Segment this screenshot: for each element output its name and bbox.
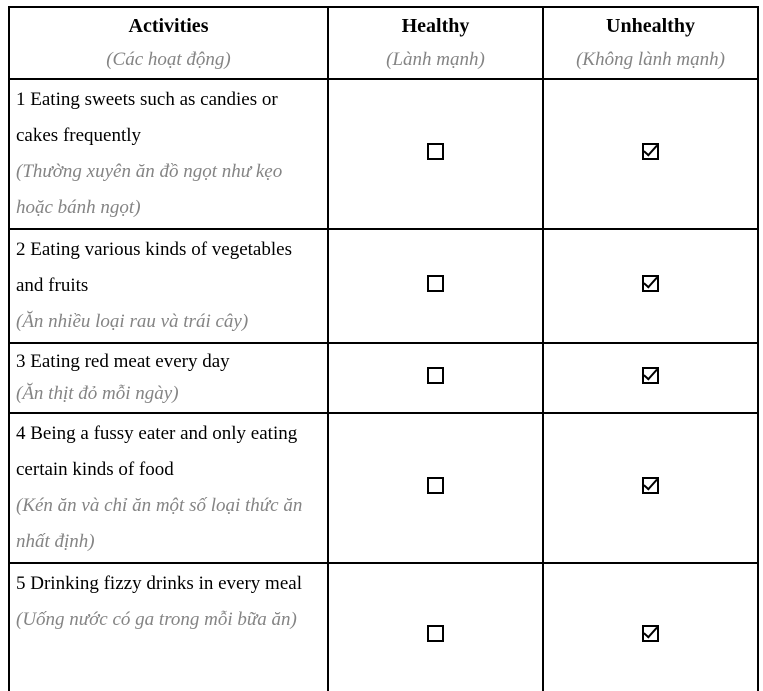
healthy-checkbox-row-4[interactable] bbox=[427, 477, 444, 494]
unhealthy-cell-2 bbox=[542, 228, 759, 344]
healthy-cell-2 bbox=[327, 228, 544, 344]
healthy-checkbox-row-5[interactable] bbox=[427, 625, 444, 642]
healthy-cell-5 bbox=[327, 562, 544, 691]
healthy-checkbox-row-1[interactable] bbox=[427, 143, 444, 160]
header-unhealthy: Unhealthy (Không lành mạnh) bbox=[542, 6, 759, 80]
table-row-1: 1 Eating sweets such as candies or cakes… bbox=[8, 78, 759, 230]
header-healthy-en: Healthy bbox=[401, 15, 470, 37]
unhealthy-checkbox-row-5[interactable] bbox=[642, 625, 659, 642]
activity-cell-2: 2 Eating various kinds of vegetables and… bbox=[8, 228, 329, 344]
activity-5-vi: (Uống nước có ga trong mỗi bữa ăn) bbox=[16, 609, 297, 630]
header-healthy: Healthy (Lành mạnh) bbox=[327, 6, 544, 80]
activity-cell-3: 3 Eating red meat every day (Ăn thịt đỏ … bbox=[8, 342, 329, 414]
activities-table: Activities (Các hoạt động) Healthy (Lành… bbox=[8, 6, 759, 691]
activity-cell-5: 5 Drinking fizzy drinks in every meal (U… bbox=[8, 562, 329, 691]
unhealthy-cell-1 bbox=[542, 78, 759, 230]
header-unhealthy-vi: (Không lành mạnh) bbox=[576, 49, 725, 70]
header-activities-en: Activities bbox=[128, 15, 209, 37]
activity-2-en: 2 Eating various kinds of vegetables and… bbox=[16, 239, 292, 296]
header-healthy-vi: (Lành mạnh) bbox=[386, 49, 485, 70]
activity-4-en: 4 Being a fussy eater and only eating ce… bbox=[16, 423, 298, 480]
healthy-cell-1 bbox=[327, 78, 544, 230]
unhealthy-cell-5 bbox=[542, 562, 759, 691]
activity-cell-4: 4 Being a fussy eater and only eating ce… bbox=[8, 412, 329, 564]
unhealthy-checkbox-row-2[interactable] bbox=[642, 275, 659, 292]
healthy-checkbox-row-3[interactable] bbox=[427, 367, 444, 384]
unhealthy-cell-4 bbox=[542, 412, 759, 564]
header-unhealthy-en: Unhealthy bbox=[606, 15, 695, 37]
activity-cell-1: 1 Eating sweets such as candies or cakes… bbox=[8, 78, 329, 230]
unhealthy-checkbox-row-4[interactable] bbox=[642, 477, 659, 494]
activity-2-vi: (Ăn nhiều loại rau và trái cây) bbox=[16, 311, 249, 332]
header-activities: Activities (Các hoạt động) bbox=[8, 6, 329, 80]
header-activities-vi: (Các hoạt động) bbox=[106, 49, 231, 70]
healthy-checkbox-row-2[interactable] bbox=[427, 275, 444, 292]
healthy-cell-4 bbox=[327, 412, 544, 564]
unhealthy-checkbox-row-3[interactable] bbox=[642, 367, 659, 384]
healthy-cell-3 bbox=[327, 342, 544, 414]
table-header-row: Activities (Các hoạt động) Healthy (Lành… bbox=[8, 6, 759, 80]
activity-1-en: 1 Eating sweets such as candies or cakes… bbox=[16, 89, 278, 146]
unhealthy-checkbox-row-1[interactable] bbox=[642, 143, 659, 160]
activity-3-vi: (Ăn thịt đỏ mỗi ngày) bbox=[16, 383, 179, 404]
activity-5-en: 5 Drinking fizzy drinks in every meal bbox=[16, 573, 302, 594]
unhealthy-cell-3 bbox=[542, 342, 759, 414]
table-row-2: 2 Eating various kinds of vegetables and… bbox=[8, 228, 759, 344]
activity-1-vi: (Thường xuyên ăn đồ ngọt như kẹo hoặc bá… bbox=[16, 161, 283, 218]
activity-3-en: 3 Eating red meat every day bbox=[16, 351, 230, 372]
table-row-5: 5 Drinking fizzy drinks in every meal (U… bbox=[8, 562, 759, 691]
table-row-3: 3 Eating red meat every day (Ăn thịt đỏ … bbox=[8, 342, 759, 414]
table-row-4: 4 Being a fussy eater and only eating ce… bbox=[8, 412, 759, 564]
activity-4-vi: (Kén ăn và chỉ ăn một số loại thức ăn nh… bbox=[16, 495, 303, 552]
